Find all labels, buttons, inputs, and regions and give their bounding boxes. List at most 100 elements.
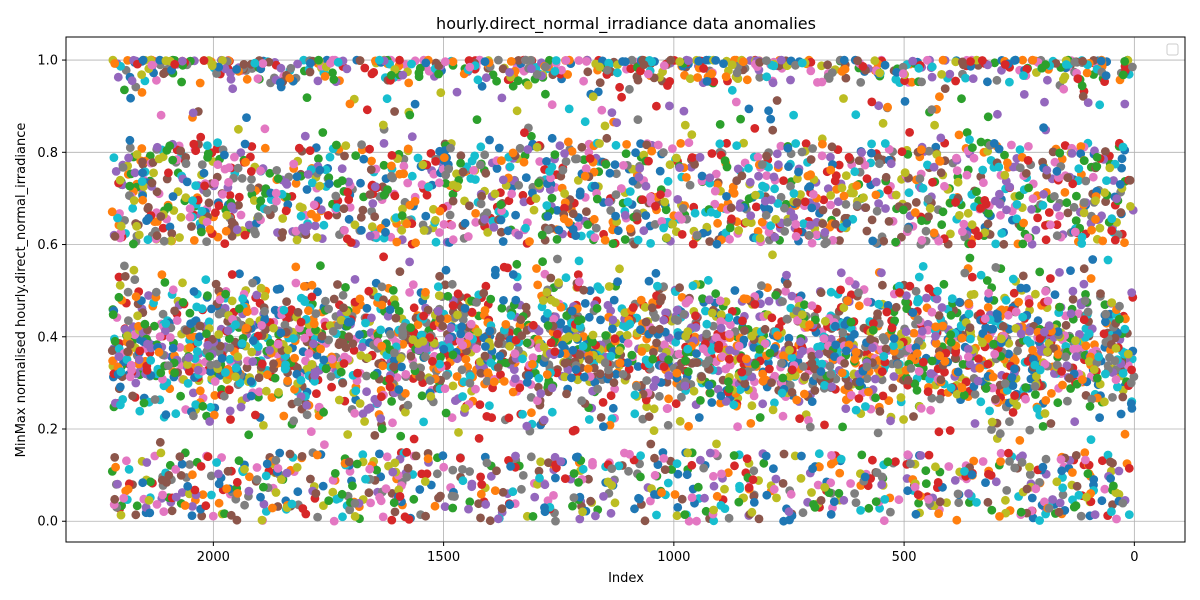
- scatter-point: [1007, 140, 1016, 150]
- scatter-point: [435, 271, 444, 281]
- scatter-point: [731, 97, 741, 107]
- scatter-point: [816, 496, 826, 505]
- scatter-point: [515, 383, 525, 393]
- scatter-point: [878, 333, 888, 342]
- scatter-point: [979, 178, 988, 188]
- scatter-point: [454, 428, 463, 437]
- scatter-point: [225, 343, 235, 353]
- scatter-point: [358, 205, 368, 215]
- scatter-point: [421, 211, 431, 221]
- scatter-point: [376, 325, 386, 335]
- scatter-point: [357, 342, 367, 352]
- scatter-point: [404, 78, 414, 88]
- scatter-point: [1059, 84, 1069, 94]
- scatter-point: [807, 238, 817, 248]
- scatter-point: [910, 379, 920, 389]
- scatter-point: [831, 219, 840, 229]
- scatter-point: [312, 389, 321, 398]
- scatter-point: [175, 343, 185, 352]
- scatter-point: [244, 486, 254, 496]
- scatter-point: [560, 474, 570, 483]
- scatter-point: [1061, 320, 1071, 330]
- scatter-point: [721, 72, 731, 81]
- scatter-point: [249, 196, 259, 205]
- scatter-point: [694, 56, 704, 66]
- scatter-point: [348, 481, 357, 491]
- scatter-point: [242, 74, 252, 84]
- scatter-point: [856, 506, 865, 515]
- scatter-point: [552, 235, 562, 244]
- scatter-point: [1025, 425, 1035, 435]
- scatter-point: [202, 188, 212, 198]
- scatter-point: [185, 308, 195, 318]
- scatter-point: [1110, 333, 1120, 343]
- scatter-point: [181, 193, 191, 203]
- scatter-point: [699, 64, 708, 73]
- scatter-point: [177, 77, 187, 87]
- scatter-point: [886, 507, 895, 517]
- scatter-point: [659, 315, 669, 325]
- scatter-point: [733, 164, 743, 174]
- scatter-point: [572, 333, 581, 343]
- scatter-point: [1024, 142, 1033, 151]
- scatter-point: [724, 313, 734, 322]
- scatter-point: [208, 511, 218, 521]
- scatter-point: [945, 69, 955, 79]
- scatter-point: [497, 303, 507, 313]
- scatter-point: [296, 293, 306, 303]
- scatter-point: [369, 371, 379, 380]
- scatter-point: [365, 403, 375, 413]
- scatter-point: [804, 230, 814, 240]
- scatter-point: [598, 398, 608, 407]
- scatter-point: [206, 367, 215, 376]
- scatter-point: [236, 210, 246, 220]
- scatter-point: [176, 146, 186, 156]
- scatter-point: [732, 68, 742, 78]
- scatter-point: [236, 148, 246, 158]
- scatter-point: [1031, 390, 1040, 399]
- scatter-point: [434, 291, 444, 300]
- scatter-point: [889, 372, 899, 381]
- scatter-point: [1053, 350, 1063, 359]
- scatter-point: [1016, 329, 1026, 339]
- scatter-point: [340, 226, 349, 235]
- scatter-point: [1028, 194, 1038, 204]
- scatter-point: [558, 165, 568, 175]
- scatter-point: [214, 201, 224, 211]
- scatter-point: [883, 102, 892, 112]
- scatter-point: [722, 138, 731, 148]
- scatter-point: [432, 469, 442, 479]
- scatter-point: [534, 178, 543, 188]
- scatter-point: [471, 175, 480, 184]
- scatter-point: [355, 294, 365, 304]
- scatter-point: [583, 364, 593, 373]
- scatter-point: [563, 137, 573, 147]
- scatter-point: [198, 490, 208, 499]
- scatter-point: [521, 302, 531, 312]
- scatter-point: [1000, 170, 1010, 180]
- scatter-point: [702, 55, 711, 65]
- scatter-point: [910, 208, 920, 217]
- scatter-point: [1007, 373, 1017, 382]
- scatter-point: [546, 295, 556, 305]
- scatter-point: [366, 498, 375, 508]
- scatter-point: [782, 270, 791, 280]
- scatter-point: [431, 237, 441, 247]
- scatter-point: [874, 199, 883, 208]
- scatter-point: [1052, 220, 1062, 230]
- scatter-point: [850, 329, 859, 339]
- scatter-point: [353, 368, 362, 378]
- scatter-point: [907, 77, 917, 87]
- scatter-point: [562, 325, 572, 334]
- scatter-point: [1084, 357, 1094, 366]
- scatter-point: [905, 127, 914, 137]
- scatter-point: [957, 94, 966, 104]
- scatter-point: [1079, 264, 1089, 274]
- scatter-point: [780, 227, 790, 236]
- scatter-point: [1060, 141, 1070, 150]
- scatter-point: [827, 451, 836, 460]
- scatter-point: [344, 214, 354, 224]
- scatter-point: [732, 141, 742, 151]
- scatter-point: [623, 197, 633, 207]
- scatter-point: [1062, 198, 1072, 208]
